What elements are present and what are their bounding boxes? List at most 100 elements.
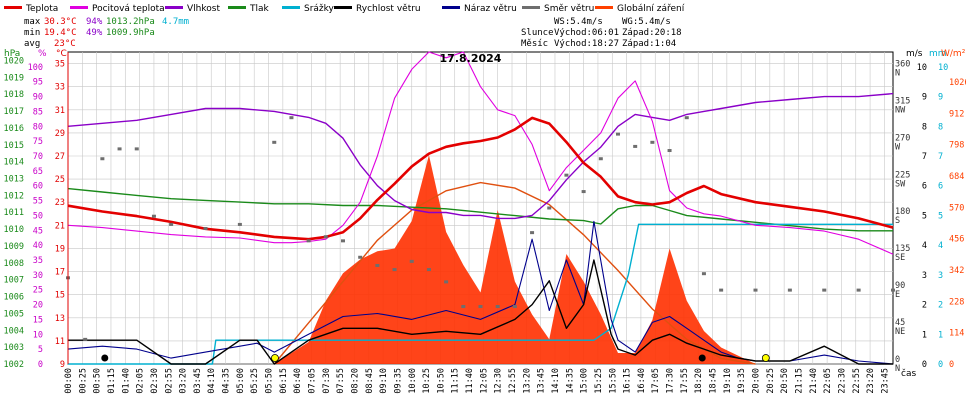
tick-label-pressure: 1020: [4, 56, 24, 66]
tick-label-rain: 10: [938, 63, 948, 73]
wind-dir-point: [650, 140, 655, 144]
tick-label-pressure: 1018: [4, 90, 24, 100]
legend-swatch-rain: [282, 6, 300, 9]
tick-label-humidity: 25: [33, 286, 43, 296]
wind-dir-point: [169, 222, 174, 226]
tick-label-rain: 5: [938, 211, 943, 221]
tick-label-humidity: 90: [33, 93, 43, 103]
tick-label-pressure: 1005: [4, 309, 24, 319]
wind-dir-point: [856, 288, 861, 292]
tick-label-time: 15:00: [580, 368, 590, 394]
tick-label-time: 16:15: [623, 368, 633, 394]
tick-label-solar: 912: [949, 109, 964, 119]
tick-label-solar: 684: [949, 172, 964, 182]
tick-label-solar: 342: [949, 266, 964, 276]
tick-label-solar: 1026: [949, 78, 966, 88]
series-rain: [68, 223, 893, 365]
tick-label-humidity: 70: [33, 152, 43, 162]
tick-label-solar: 114: [949, 329, 964, 339]
tick-label-time: 14:10: [551, 368, 561, 394]
legend-swatch-wspeed: [334, 6, 352, 9]
tick-label-humidity: 20: [33, 301, 43, 311]
stat-max-humidity: 94%: [86, 17, 103, 27]
wind-dir-point: [461, 305, 466, 309]
tick-label-pressure: 1009: [4, 242, 24, 252]
tick-label-wind: 6: [922, 182, 927, 192]
tick-label-time: 17:55: [680, 368, 690, 394]
tick-label-time: 22:30: [837, 368, 847, 394]
moonrise-marker: [698, 354, 706, 362]
tick-label-temp: 29: [55, 129, 65, 139]
wind-dir-point: [512, 305, 517, 309]
tick-label-solar: 456: [949, 235, 964, 245]
tick-label-time: 15:25: [594, 368, 604, 394]
wind-dir-point: [753, 288, 758, 292]
tick-label-wind: 2: [922, 301, 927, 311]
tick-label-time: 09:10: [379, 368, 389, 394]
axis-unit-time: čas: [901, 368, 916, 379]
tick-label-rain: 4: [938, 241, 943, 251]
tick-label-direction: E: [895, 290, 900, 300]
tick-label-pressure: 1011: [4, 208, 24, 218]
stat-min-label: min: [24, 28, 40, 38]
tick-label-time: 22:55: [852, 368, 862, 394]
wind-dir-point: [701, 272, 706, 276]
tick-label-time: 08:45: [365, 368, 375, 394]
series-temperature: [67, 116, 894, 241]
tick-label-temp: 25: [55, 175, 65, 185]
tick-label-direction: N: [895, 68, 900, 78]
tick-label-rain: 2: [938, 301, 943, 311]
tick-label-time: 18:45: [709, 368, 719, 394]
stat-min-pressure: 1009.9hPa: [106, 28, 155, 38]
axis-unit-rain: mm: [929, 49, 947, 59]
tick-label-time: 20:25: [766, 368, 776, 394]
tick-label-rain: 9: [938, 93, 943, 103]
tick-label-wind: 7: [922, 152, 927, 162]
tick-label-time: 13:20: [522, 368, 532, 394]
wind-dir-point: [633, 144, 638, 148]
axis-unit-wind: m/s: [906, 49, 923, 59]
info-sunrise: Východ:06:01: [554, 28, 619, 38]
tick-label-wind: 8: [922, 122, 927, 132]
tick-label-humidity: 5: [38, 345, 43, 355]
tick-label-direction-deg: 315: [895, 96, 910, 106]
wind-dir-point: [478, 305, 483, 309]
tick-label-temp: 9: [60, 360, 65, 370]
tick-label-pressure: 1013: [4, 174, 24, 184]
wind-dir-point: [530, 231, 535, 235]
series-gust: [67, 220, 894, 365]
tick-label-humidity: 45: [33, 226, 43, 236]
legend-label-press: Tlak: [249, 4, 270, 14]
moonset-marker: [101, 354, 109, 362]
tick-label-time: 08:20: [350, 368, 360, 394]
wind-dir-point: [289, 116, 294, 120]
tick-label-temp: 21: [55, 221, 65, 231]
tick-label-wind: 0: [922, 360, 927, 370]
tick-label-humidity: 55: [33, 197, 43, 207]
tick-label-time: 04:35: [222, 368, 232, 394]
tick-label-time: 02:55: [164, 368, 174, 394]
wind-dir-point: [100, 157, 105, 161]
tick-label-pressure: 1014: [4, 158, 24, 168]
wind-dir-point: [495, 305, 500, 309]
tick-label-wind: 5: [922, 211, 927, 221]
tick-label-temp: 11: [55, 337, 65, 347]
wind-dir-point: [134, 147, 139, 151]
wind-dir-point: [787, 288, 792, 292]
tick-label-time: 00:00: [64, 368, 74, 394]
wind-dir-point: [237, 222, 242, 226]
series-solar-theoretical: [273, 181, 756, 365]
wind-dir-point: [684, 116, 689, 120]
tick-label-direction: NE: [895, 327, 905, 337]
tick-label-humidity: 85: [33, 107, 43, 117]
info-moon-label: Měsíc: [521, 39, 548, 49]
tick-label-direction: W: [895, 142, 901, 152]
info-moonset: Západ:1:04: [622, 39, 676, 49]
legend-label-hum: Vlhkost: [187, 4, 220, 14]
tick-label-time: 12:05: [479, 368, 489, 394]
legend-label-wspeed: Rychlost větru: [356, 4, 421, 14]
tick-label-time: 02:05: [136, 368, 146, 394]
wind-dir-point: [667, 149, 672, 153]
tick-label-pressure: 1004: [4, 326, 24, 336]
